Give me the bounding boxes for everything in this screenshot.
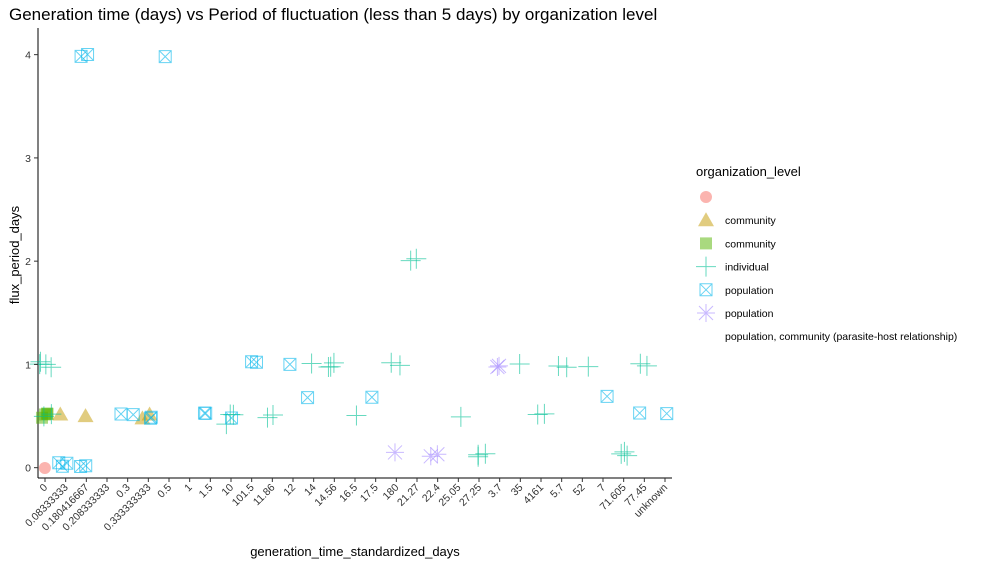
data-point	[41, 404, 62, 425]
data-point	[257, 407, 278, 428]
data-point	[301, 353, 322, 374]
data-point	[578, 356, 599, 377]
data-point	[74, 49, 88, 63]
plot-area	[29, 28, 674, 479]
data-point	[30, 351, 51, 372]
data-point	[33, 406, 54, 427]
data-point	[365, 390, 379, 404]
x-tick-label: 11.86	[251, 482, 278, 509]
x-tick-label: 25.05	[436, 482, 463, 509]
legend-key	[697, 304, 715, 322]
x-tick-label: 3.7	[486, 482, 505, 501]
data-point	[199, 406, 213, 420]
chart-title: Generation time (days) vs Period of fluc…	[9, 5, 657, 24]
data-point	[38, 462, 51, 475]
x-tick-label: 5.7	[548, 482, 567, 501]
x-tick-label: 14.56	[312, 482, 339, 509]
data-point	[79, 459, 93, 473]
data-point	[488, 358, 507, 376]
data-point	[52, 406, 69, 421]
data-point	[509, 354, 530, 375]
y-axis-title: flux_period_days	[7, 205, 22, 304]
legend-label: population, community (parasite-host rel…	[725, 331, 957, 343]
data-point	[249, 355, 263, 369]
y-tick-label: 1	[25, 359, 31, 371]
data-point	[406, 248, 427, 269]
x-tick-label: 0.5	[155, 482, 174, 501]
legend-label: population	[725, 285, 774, 297]
data-point	[74, 459, 88, 473]
y-tick-label: 0	[25, 463, 31, 475]
x-tick-label: 1.5	[197, 482, 216, 501]
data-point	[450, 406, 471, 427]
data-point	[346, 405, 367, 426]
data-point	[114, 407, 128, 421]
data-point	[428, 445, 447, 464]
data-point	[636, 355, 657, 376]
x-tick-label: 27.25	[457, 482, 484, 509]
legend-label: community	[725, 215, 777, 227]
legend-key	[699, 283, 713, 297]
y-tick-label: 3	[25, 153, 31, 165]
data-point	[158, 50, 172, 64]
data-point	[475, 443, 496, 464]
data-point	[77, 408, 94, 423]
data-point	[468, 446, 489, 467]
data-point	[617, 445, 638, 466]
data-point	[220, 404, 241, 425]
legend: organization_level community community ind…	[696, 164, 957, 343]
x-tick-label: 21.27	[395, 482, 422, 509]
x-tick-label: 101.5	[230, 482, 257, 509]
legend-title: organization_level	[696, 164, 801, 179]
data-point	[534, 403, 555, 424]
legend-key	[700, 237, 712, 250]
data-point	[660, 407, 674, 421]
data-point	[611, 443, 632, 464]
data-point	[385, 443, 404, 462]
data-point	[41, 357, 62, 378]
legend-label: community	[725, 238, 777, 250]
data-point	[301, 391, 315, 405]
data-point	[225, 411, 239, 425]
legend-label: population	[725, 308, 774, 320]
data-point	[283, 357, 297, 371]
x-tick-label: 4161	[521, 482, 546, 507]
data-point	[400, 250, 421, 271]
y-tick-label: 4	[25, 50, 31, 62]
legend-key	[696, 256, 716, 277]
data-point	[197, 406, 211, 420]
data-point	[389, 355, 410, 376]
x-tick-label: 7	[596, 482, 609, 495]
data-point	[320, 356, 341, 377]
data-point	[29, 354, 50, 375]
data-point	[381, 352, 402, 373]
data-point	[323, 352, 344, 373]
x-tick-label: 17.5	[358, 482, 381, 505]
data-point	[245, 355, 259, 369]
data-point	[614, 441, 635, 462]
data-point	[262, 405, 283, 426]
y-tick-label: 2	[25, 256, 31, 268]
x-axis-title: generation_time_standardized_days	[250, 544, 460, 559]
data-point	[556, 357, 577, 378]
data-point	[421, 447, 440, 466]
x-tick-label: 1	[182, 482, 195, 495]
x-tick-label: 52	[571, 482, 588, 499]
legend-key	[700, 191, 712, 203]
data-point	[633, 406, 647, 420]
x-tick-label: 16.5	[337, 482, 360, 505]
legend-label: individual	[725, 262, 769, 274]
data-point	[126, 408, 140, 422]
x-tick-label: 12	[281, 482, 298, 499]
y-axis-ticks: 0 1 2 3 4	[25, 50, 38, 475]
legend-key	[698, 212, 714, 227]
data-point	[548, 356, 569, 377]
data-point	[60, 456, 74, 470]
x-tick-label: 0	[38, 482, 51, 495]
data-point	[144, 411, 158, 425]
data-point	[600, 389, 614, 403]
